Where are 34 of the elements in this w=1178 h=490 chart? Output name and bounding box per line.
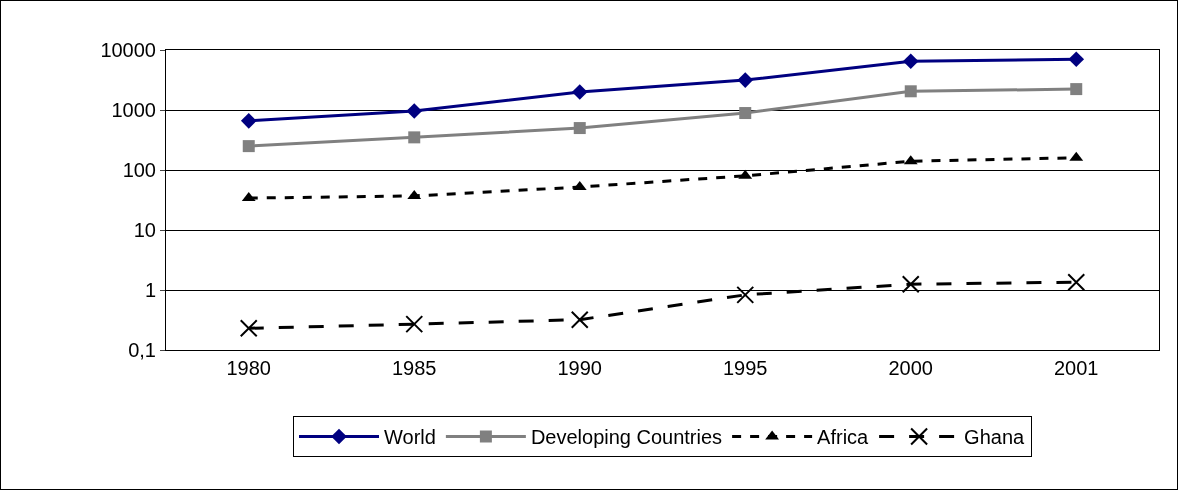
point [737,72,754,88]
point [902,53,919,70]
point [242,140,255,153]
y-tick-label: 1000 [111,99,156,121]
point [739,107,752,120]
x-tick-label: 2000 [888,357,933,379]
point [571,84,588,100]
y-tick-label: 10 [133,219,156,241]
x-tick-label: 2001 [1054,357,1099,379]
x-tick-label: 1980 [226,357,271,379]
point [904,85,917,98]
point [1070,83,1083,96]
y-tick-label: 0,1 [128,339,156,361]
point [405,315,424,334]
legend-label: World [384,426,436,449]
legend-label: Ghana [964,426,1026,449]
point [736,285,755,304]
legend-label: Africa [817,426,870,449]
point [408,131,421,144]
y-tick-label: 10000 [100,39,156,61]
point [240,113,257,129]
point [570,310,589,329]
legend-label: Developing Countries [530,426,723,449]
point [573,122,586,135]
point [1068,51,1085,68]
point [1067,273,1086,292]
point [901,275,920,294]
x-tick-label: 1990 [557,357,602,379]
point [406,103,423,119]
x-tick-label: 1985 [392,357,437,379]
y-tick-label: 1 [144,279,156,301]
x-tick-label: 1995 [723,357,768,379]
point [239,319,258,338]
y-tick-label: 100 [122,159,156,181]
